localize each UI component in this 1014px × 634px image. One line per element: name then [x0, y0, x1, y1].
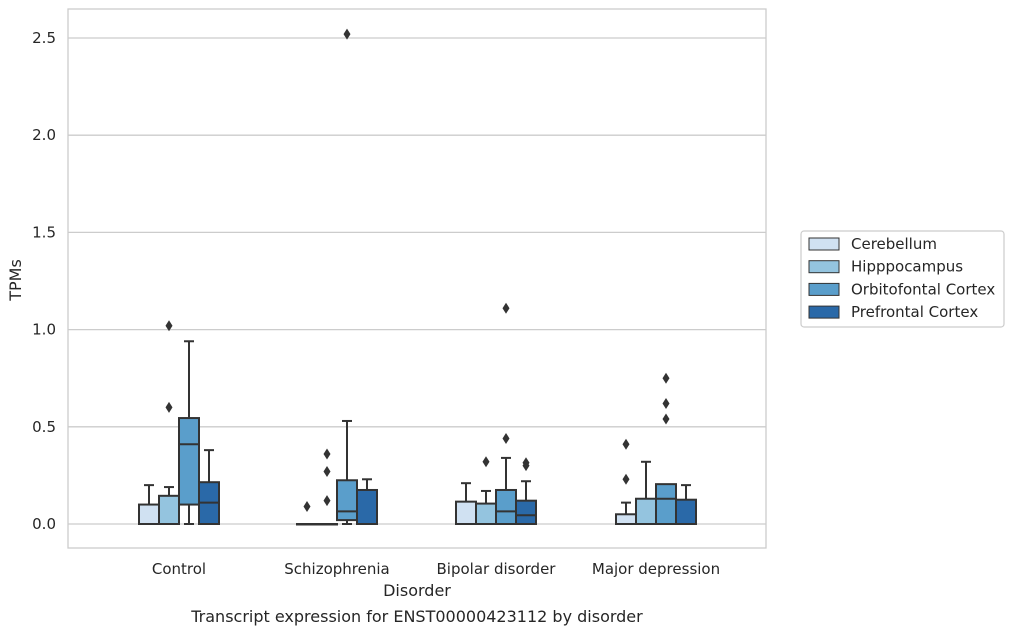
box-hipppocampus	[475, 456, 497, 526]
box-body	[655, 483, 677, 526]
box-body	[178, 417, 200, 506]
box-orbitofontal-cortex	[336, 28, 358, 525]
box-hipppocampus	[635, 460, 657, 525]
y-tick-label: 1.5	[32, 223, 56, 241]
box-body	[455, 500, 477, 526]
y-tick-label: 0.0	[32, 515, 56, 533]
outlier-point	[482, 456, 490, 468]
y-tick-label: 1.0	[32, 321, 56, 339]
box-body	[356, 488, 378, 526]
box-body	[495, 488, 517, 526]
box-body	[675, 498, 697, 526]
box-cerebellum	[296, 501, 318, 526]
box-body	[515, 499, 537, 525]
outlier-point	[622, 473, 630, 485]
outlier-point	[343, 28, 351, 40]
outlier-point	[662, 397, 670, 409]
outlier-point	[323, 466, 331, 478]
box-body	[635, 497, 657, 525]
box-orbitofontal-cortex	[178, 340, 200, 525]
x-tick-labels: Control Schizophrenia Bipolar disorder Majo…	[152, 560, 720, 578]
box-cerebellum	[138, 484, 160, 525]
legend-frame	[800, 230, 1005, 328]
chart-title: Transcript expression for ENST0000042311…	[190, 607, 643, 626]
outlier-point	[522, 457, 530, 469]
box-hipppocampus	[158, 320, 180, 526]
box-cerebellum	[455, 482, 477, 526]
legend-swatch	[808, 237, 840, 251]
box-body	[615, 513, 637, 526]
y-gridlines	[68, 37, 766, 525]
outlier-point	[502, 302, 510, 314]
y-tick-label: 2.0	[32, 126, 56, 144]
y-axis-label: TPMs	[6, 259, 25, 302]
box-body	[336, 479, 358, 522]
box-body	[475, 502, 497, 526]
y-tick-labels: 0.0 0.5 1.0 1.5 2.0 2.5	[32, 29, 56, 533]
outlier-point	[502, 432, 510, 444]
y-tick-label: 2.5	[32, 29, 56, 47]
legend-swatch	[808, 282, 840, 296]
box-cerebellum	[615, 438, 637, 526]
box-prefrontal-cortex	[675, 484, 697, 526]
box-body	[158, 494, 180, 526]
x-tick-label: Schizophrenia	[284, 560, 389, 578]
box-orbitofontal-cortex	[655, 372, 677, 526]
legend-swatch	[808, 305, 840, 319]
y-tick-label: 0.5	[32, 418, 56, 436]
legend-entry: Cerebellum	[851, 235, 937, 253]
outlier-point	[165, 320, 173, 332]
box-hipppocampus	[316, 448, 338, 526]
box-prefrontal-cortex	[356, 478, 378, 526]
outlier-point	[323, 448, 331, 460]
plot-area-frame	[67, 8, 767, 549]
outlier-point	[323, 495, 331, 507]
outlier-point	[662, 413, 670, 425]
legend: Cerebellum Hipppocampus Orbitofontal Corte…	[800, 230, 1005, 328]
outlier-point	[622, 438, 630, 450]
x-tick-label: Bipolar disorder	[437, 560, 557, 578]
x-axis-label: Disorder	[383, 581, 451, 600]
legend-entry: Hipppocampus	[851, 258, 963, 276]
x-tick-label: Control	[152, 560, 206, 578]
legend-entry: Orbitofontal Cortex	[851, 280, 995, 298]
box-body	[138, 503, 160, 525]
box-orbitofontal-cortex	[495, 302, 517, 526]
outlier-point	[165, 401, 173, 413]
x-tick-label: Major depression	[592, 560, 720, 578]
legend-swatch	[808, 260, 840, 274]
box-series	[138, 28, 697, 526]
box-prefrontal-cortex	[515, 457, 537, 525]
outlier-point	[662, 372, 670, 384]
outlier-point	[303, 501, 311, 513]
legend-entry: Prefrontal Cortex	[851, 303, 978, 321]
box-prefrontal-cortex	[198, 449, 220, 526]
